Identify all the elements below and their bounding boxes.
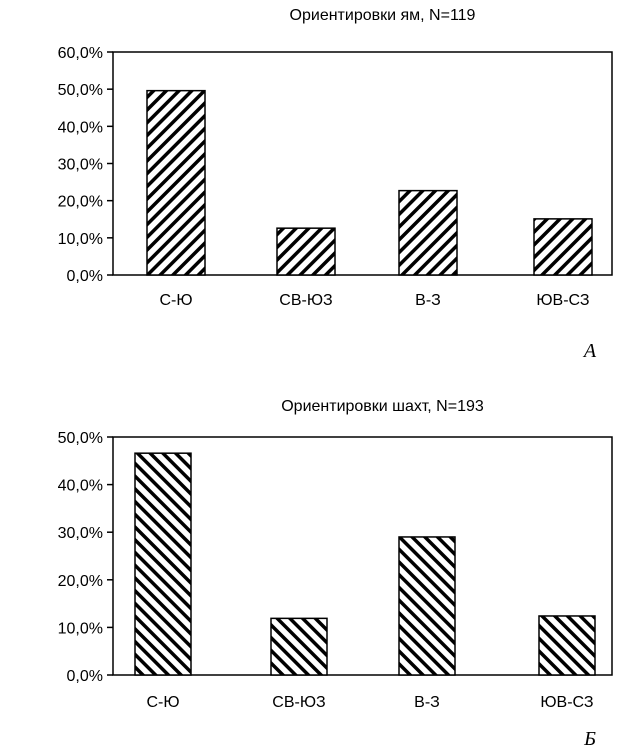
chart-a-bar-2 [398, 189, 458, 276]
chart-a-title: Ориентировки ям, N=119 [290, 7, 476, 24]
chart-a-category-label: СВ-ЮЗ [279, 292, 332, 309]
chart-b-ytick-label: 0,0% [67, 668, 103, 685]
chart-a-bar-0 [146, 89, 206, 276]
chart-b-bar-1 [270, 617, 328, 676]
chart-b-ytick-label: 30,0% [58, 525, 103, 542]
chart-b-panel-label: Б [583, 728, 596, 750]
chart-a-ytick-label: 30,0% [58, 157, 103, 174]
chart-b-category-label: ЮВ-СЗ [540, 694, 593, 711]
chart-b-ytick-label: 20,0% [58, 573, 103, 590]
chart-b-bar-0 [134, 452, 192, 676]
chart-b-ytick-label: 50,0% [58, 430, 103, 447]
chart-b-category-label: В-З [414, 694, 440, 711]
chart-b-ytick-label: 10,0% [58, 620, 103, 637]
chart-a-ytick-label: 40,0% [58, 119, 103, 136]
chart-b-category-label: С-Ю [146, 694, 179, 711]
chart-a-ytick-label: 20,0% [58, 194, 103, 211]
chart-b-plot-frame [112, 436, 613, 676]
chart-a-ytick-label: 10,0% [58, 231, 103, 248]
chart-b-title: Ориентировки шахт, N=193 [281, 398, 484, 415]
chart-b-bar-3 [538, 615, 596, 676]
chart-a-category-label: ЮВ-СЗ [536, 292, 589, 309]
chart-a-bar-1 [276, 227, 336, 276]
chart-a-bar-3 [533, 218, 593, 276]
chart-a-ytick-label: 60,0% [58, 45, 103, 62]
chart-a-panel-label: А [582, 340, 597, 362]
chart-b-category-label: СВ-ЮЗ [272, 694, 325, 711]
chart-a-category-label: С-Ю [159, 292, 192, 309]
chart-b-bar-2 [398, 536, 456, 676]
chart-a-ytick-label: 0,0% [67, 268, 103, 285]
chart-b-ytick-label: 40,0% [58, 478, 103, 495]
chart-a-category-label: В-З [415, 292, 441, 309]
chart-a-ytick-label: 50,0% [58, 82, 103, 99]
